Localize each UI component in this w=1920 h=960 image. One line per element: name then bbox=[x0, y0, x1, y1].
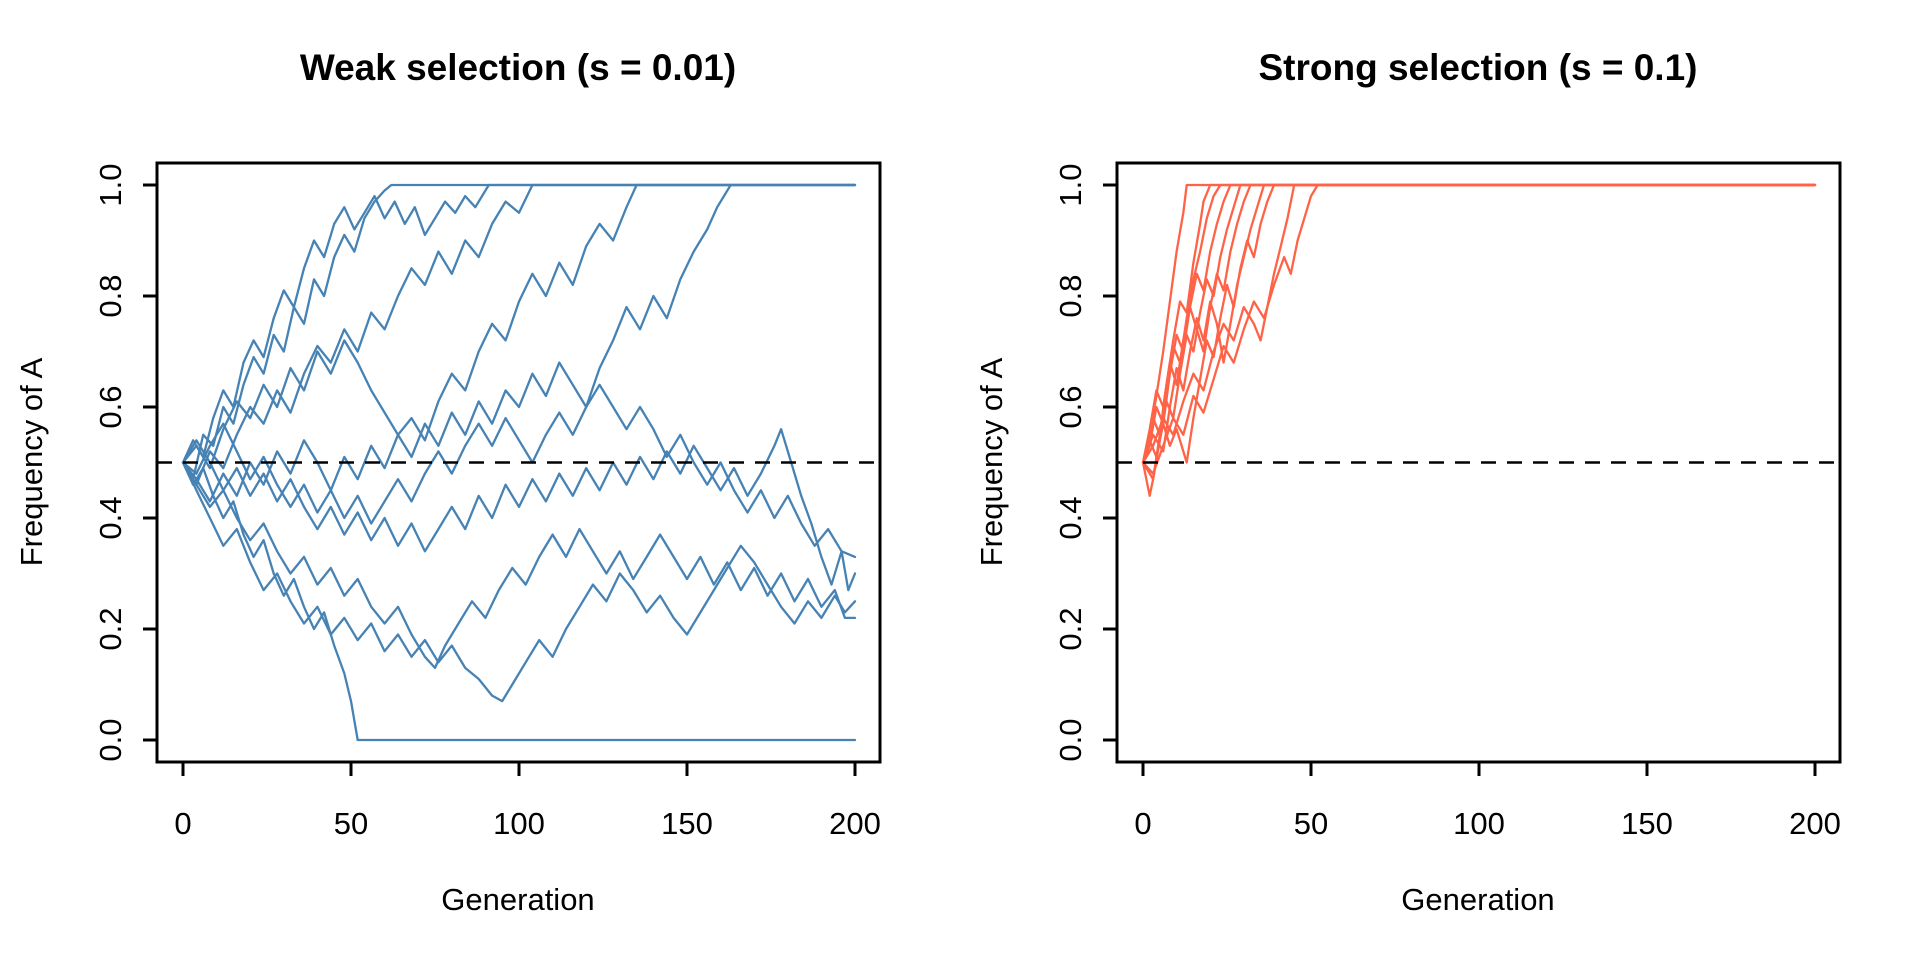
trajectory-replicate-2 bbox=[1141, 183, 1817, 497]
y-tick-label-0: 0.0 bbox=[93, 718, 128, 761]
trajectory-replicate-4 bbox=[1141, 183, 1817, 464]
trajectory-replicate-7 bbox=[1141, 183, 1817, 464]
x-axis-label: Generation bbox=[441, 882, 594, 917]
trajectory-replicate-6 bbox=[1141, 183, 1817, 464]
y-tick-label-0.8: 0.8 bbox=[93, 274, 128, 317]
panel-strong-selection: 0 50 100 150 200 0.0 0.2 0.4 0.6 0.8 1.0 Strong se… bbox=[960, 0, 1920, 960]
trajectory-replicate-10 bbox=[181, 461, 857, 670]
x-tick-label-200: 200 bbox=[829, 806, 881, 841]
x-tick-label-50: 50 bbox=[334, 806, 368, 841]
x-tick-label-150: 150 bbox=[1621, 806, 1673, 841]
trajectory-replicate-2 bbox=[181, 183, 857, 464]
trajectory-replicate-5 bbox=[181, 183, 857, 503]
y-tick-label-0.2: 0.2 bbox=[93, 607, 128, 650]
x-axis-label: Generation bbox=[1401, 882, 1554, 917]
y-tick-label-0.6: 0.6 bbox=[93, 385, 128, 428]
y-axis-label: Frequency of A bbox=[974, 357, 1009, 566]
trajectory-replicate-3 bbox=[1141, 183, 1817, 464]
x-tick-label-200: 200 bbox=[1789, 806, 1841, 841]
weak-trajectories bbox=[181, 183, 857, 742]
axis-ticks: 0 50 100 150 200 0.0 0.2 0.4 0.6 0.8 1.0 bbox=[93, 163, 881, 841]
trajectory-replicate-9 bbox=[1141, 183, 1817, 464]
panel-weak-selection: 0 50 100 150 200 0.0 0.2 0.4 0.6 0.8 1.0 Weak sele… bbox=[14, 47, 882, 917]
panel-title: Strong selection (s = 0.1) bbox=[1259, 47, 1698, 88]
x-tick-label-0: 0 bbox=[1134, 806, 1151, 841]
y-tick-label-0.8: 0.8 bbox=[1053, 274, 1088, 317]
y-tick-label-1: 1.0 bbox=[1053, 163, 1088, 206]
x-tick-label-100: 100 bbox=[493, 806, 545, 841]
weak-selection-plot: 0 50 100 150 200 0.0 0.2 0.4 0.6 0.8 1.0 Weak sele… bbox=[14, 47, 882, 917]
y-axis-label: Frequency of A bbox=[14, 357, 49, 566]
panel-title: Weak selection (s = 0.01) bbox=[300, 47, 736, 88]
trajectory-replicate-7 bbox=[181, 428, 857, 592]
y-tick-label-0.4: 0.4 bbox=[93, 496, 128, 539]
trajectory-replicate-1 bbox=[181, 183, 857, 481]
trajectory-replicate-1 bbox=[1141, 183, 1817, 464]
y-tick-label-1: 1.0 bbox=[93, 163, 128, 206]
trajectory-replicate-3 bbox=[181, 183, 857, 486]
strong-trajectories bbox=[1141, 183, 1817, 497]
y-tick-label-0.4: 0.4 bbox=[1053, 496, 1088, 539]
x-tick-label-150: 150 bbox=[661, 806, 713, 841]
x-tick-label-100: 100 bbox=[1453, 806, 1505, 841]
x-tick-label-0: 0 bbox=[174, 806, 191, 841]
y-tick-label-0.2: 0.2 bbox=[1053, 607, 1088, 650]
trajectory-replicate-6 bbox=[181, 461, 857, 742]
y-tick-label-0: 0.0 bbox=[1053, 718, 1088, 761]
strong-selection-plot: 0 50 100 150 200 0.0 0.2 0.4 0.6 0.8 1.0 Strong se… bbox=[974, 47, 1842, 917]
axis-ticks: 0 50 100 150 200 0.0 0.2 0.4 0.6 0.8 1.0 bbox=[1053, 163, 1841, 841]
x-tick-label-50: 50 bbox=[1294, 806, 1328, 841]
trajectory-replicate-10 bbox=[1141, 183, 1817, 475]
trajectory-replicate-8 bbox=[181, 461, 857, 703]
y-tick-label-0.6: 0.6 bbox=[1053, 385, 1088, 428]
trajectory-replicate-4 bbox=[181, 183, 857, 470]
trajectory-replicate-9 bbox=[181, 383, 857, 559]
trajectory-replicate-8 bbox=[1141, 183, 1817, 464]
